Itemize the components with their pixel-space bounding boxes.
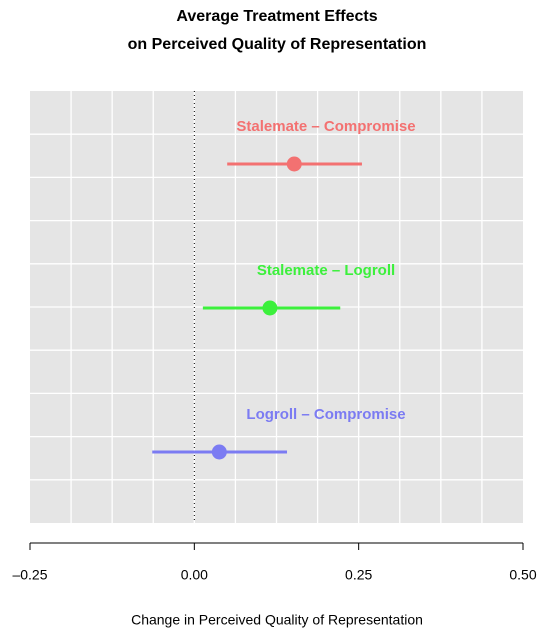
chart-title: Average Treatment Effects (176, 8, 377, 25)
effect-label: Logroll – Compromise (246, 406, 405, 423)
chart-subtitle: on Perceived Quality of Representation (128, 36, 427, 53)
x-axis-label: Change in Perceived Quality of Represent… (131, 612, 423, 628)
x-tick-label: –0.25 (12, 567, 47, 583)
x-tick-label: 0.00 (181, 567, 208, 583)
effect-label: Stalemate – Compromise (236, 118, 415, 135)
x-tick-label: 0.50 (509, 567, 536, 583)
effect-label: Stalemate – Logroll (257, 262, 395, 279)
x-tick-label: 0.25 (345, 567, 372, 583)
point-estimate (211, 444, 227, 460)
point-estimate (262, 300, 278, 316)
point-estimate (286, 156, 302, 172)
